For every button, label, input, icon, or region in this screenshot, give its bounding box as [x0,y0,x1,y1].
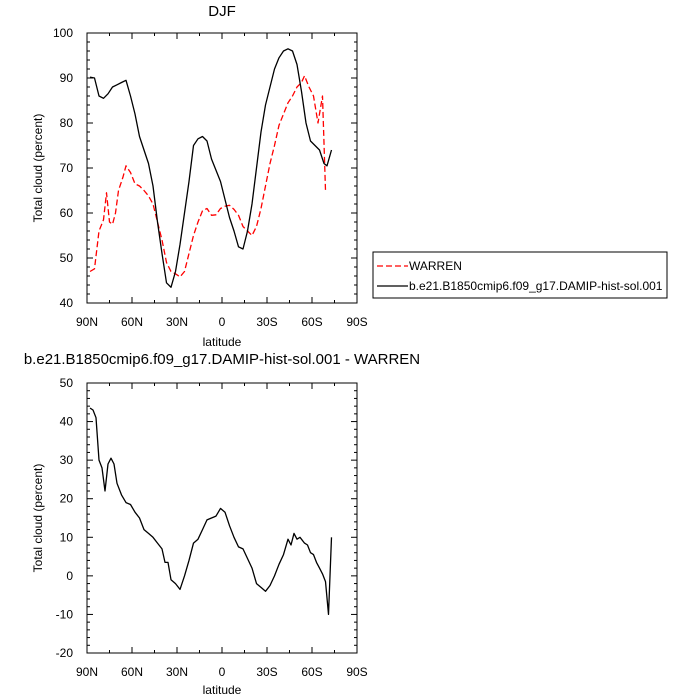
legend-box [372,251,668,299]
top-y-tick-label: 40 [60,296,74,310]
top-y-tick-label: 100 [53,26,73,40]
top-y-tick-label: 70 [60,161,74,175]
bottom-x-tick-label: 90N [76,665,98,679]
legend-label-1: b.e21.B1850cmip6.f09_g17.DAMIP-hist-sol.… [409,279,663,293]
top-y-tick-label: 50 [60,251,74,265]
top-x-tick-label: 60S [301,315,322,329]
bottom-y-tick-label: 50 [60,376,74,390]
bottom-y-tick-label: -10 [56,607,74,621]
bottom-chart-title: b.e21.B1850cmip6.f09_g17.DAMIP-hist-sol.… [24,351,420,368]
top-plot-frame [86,32,358,304]
bottom-y-tick-label: 0 [66,569,73,583]
legend-label-0: WARREN [409,259,462,273]
top-x-axis-label: latitude [203,335,242,349]
bottom-y-axis-label: Total cloud (percent) [31,464,45,573]
bottom-plot-frame [86,382,358,654]
legend: WARREN b.e21.B1850cmip6.f09_g17.DAMIP-his… [372,251,668,299]
bottom-y-tick-label: -20 [56,646,74,660]
bottom-x-axis-label: latitude [203,683,242,697]
top-x-tick-label: 90S [346,315,367,329]
bottom-x-tick-label: 90S [346,665,367,679]
bottom-x-tick-label: 60N [121,665,143,679]
top-series-line-1 [89,48,333,288]
bottom-y-tick-label: 20 [60,492,74,506]
bottom-series-line-0 [89,407,333,616]
top-y-tick-label: 60 [60,206,74,220]
top-x-tick-label: 30S [256,315,277,329]
top-x-tick-label: 60N [121,315,143,329]
top-y-tick-label: 90 [60,71,74,85]
bottom-x-tick-label: 30S [256,665,277,679]
bottom-x-tick-label: 0 [219,665,226,679]
top-y-axis-label: Total cloud (percent) [31,114,45,223]
bottom-x-tick-label: 30N [166,665,188,679]
bottom-y-tick-label: 40 [60,415,74,429]
top-panel: DJF latitude Total cloud (percent) 90N 60… [31,3,368,349]
bottom-x-tick-label: 60S [301,665,322,679]
top-x-tick-label: 90N [76,315,98,329]
top-x-tick-label: 30N [166,315,188,329]
top-chart-title: DJF [208,3,236,20]
top-x-tick-label: 0 [219,315,226,329]
top-y-tick-label: 80 [60,116,74,130]
top-series-line-0 [89,75,327,278]
bottom-y-tick-label: 10 [60,530,74,544]
bottom-y-tick-label: 30 [60,453,74,467]
bottom-panel: b.e21.B1850cmip6.f09_g17.DAMIP-hist-sol.… [24,351,420,697]
